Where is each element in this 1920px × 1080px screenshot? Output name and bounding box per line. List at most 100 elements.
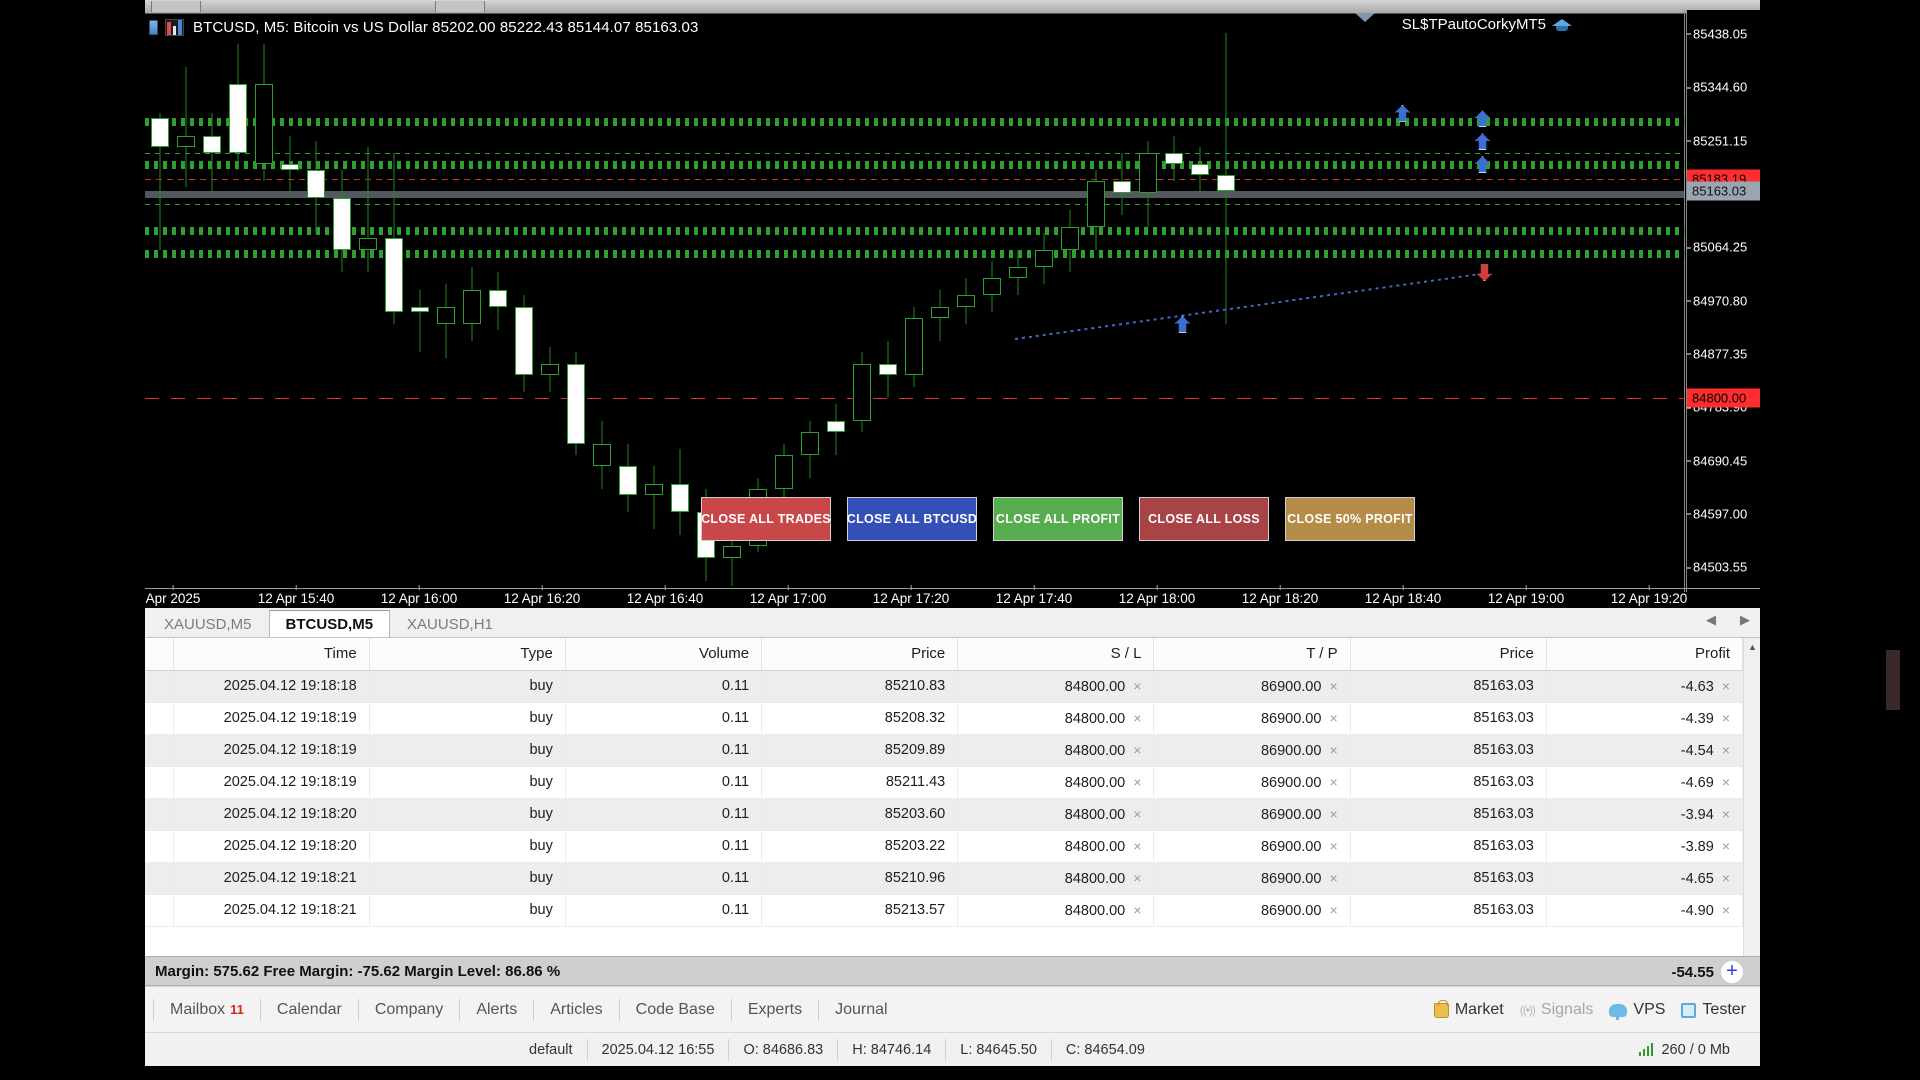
cell-price: 85203.22 bbox=[761, 830, 959, 863]
close-position-icon[interactable]: × bbox=[1133, 805, 1142, 822]
toolbar-tab-experts[interactable]: Experts bbox=[730, 998, 818, 1021]
close-all-loss-button[interactable]: CLOSE ALL LOSS bbox=[1139, 497, 1269, 541]
close-position-icon[interactable]: × bbox=[1133, 773, 1142, 790]
close-position-icon[interactable]: × bbox=[1133, 869, 1142, 886]
cell-price: 85209.89 bbox=[761, 734, 959, 767]
time-axis[interactable]: Apr 2025 12 Apr 15:40 12 Apr 16:00 12 Apr 1… bbox=[145, 585, 1760, 608]
close-position-icon[interactable]: × bbox=[1721, 709, 1730, 726]
button-label: CLOSE ALL TRADES bbox=[701, 512, 831, 526]
profile-name[interactable]: default bbox=[529, 1041, 573, 1058]
buy-marker-icon[interactable] bbox=[1475, 133, 1490, 151]
cell-current-price: 85163.03 bbox=[1350, 830, 1547, 863]
close-all-profit-button[interactable]: CLOSE ALL PROFIT bbox=[993, 497, 1123, 541]
table-row[interactable]: 2025.04.12 19:18:21 buy 0.11 85210.96 84800.… bbox=[145, 862, 1744, 895]
close-position-icon[interactable]: × bbox=[1329, 773, 1338, 790]
cell-volume: 0.11 bbox=[565, 830, 763, 863]
close-position-icon[interactable]: × bbox=[1721, 869, 1730, 886]
close-all-trades-button[interactable]: CLOSE ALL TRADES bbox=[701, 497, 831, 541]
toolbar-tab-mailbox[interactable]: Mailbox 11 bbox=[153, 998, 260, 1021]
table-row[interactable]: 2025.04.12 19:18:19 buy 0.11 85208.32 84800.… bbox=[145, 702, 1744, 735]
close-position-icon[interactable]: × bbox=[1721, 741, 1730, 758]
close-all-btcusd-button[interactable]: CLOSE ALL BTCUSD bbox=[847, 497, 977, 541]
close-position-icon[interactable]: × bbox=[1329, 869, 1338, 886]
toolbar-tab-articles[interactable]: Articles bbox=[533, 998, 618, 1021]
add-column-button[interactable]: + bbox=[1721, 961, 1743, 983]
bottom-toolbar-right[interactable]: Market ((•)) Signals VPS Tester bbox=[1433, 987, 1746, 1033]
chart-tab-xauusd-h1[interactable]: XAUUSD,H1 bbox=[390, 610, 510, 637]
close-position-icon[interactable]: × bbox=[1133, 741, 1142, 758]
toolbar-tab-alerts[interactable]: Alerts bbox=[459, 998, 533, 1021]
toolbar-tab-calendar[interactable]: Calendar bbox=[259, 998, 358, 1021]
cell-price-value: 85208.32 bbox=[884, 710, 946, 726]
table-row[interactable]: 2025.04.12 19:18:20 buy 0.11 85203.60 84800.… bbox=[145, 798, 1744, 831]
close-buttons-panel[interactable]: CLOSE ALL TRADES CLOSE ALL BTCUSD CLOSE AL… bbox=[701, 497, 1415, 541]
close-position-icon[interactable]: × bbox=[1133, 901, 1142, 918]
close-position-icon[interactable]: × bbox=[1133, 677, 1142, 694]
close-position-icon[interactable]: × bbox=[1721, 837, 1730, 854]
column-header-profit[interactable]: Profit bbox=[1546, 638, 1744, 671]
cell-price: 85213.57 bbox=[761, 894, 959, 927]
toolbar-market-button[interactable]: Market bbox=[1433, 999, 1504, 1019]
chart-canvas[interactable] bbox=[145, 10, 1685, 592]
column-header-time[interactable]: Time bbox=[173, 638, 370, 671]
toolbar-signals-button[interactable]: ((•)) Signals bbox=[1520, 1001, 1594, 1019]
close-position-icon[interactable]: × bbox=[1133, 837, 1142, 854]
toolbar-vps-button[interactable]: VPS bbox=[1609, 1001, 1665, 1020]
close-position-icon[interactable]: × bbox=[1721, 805, 1730, 822]
table-row[interactable]: 2025.04.12 19:18:19 buy 0.11 85209.89 84800.… bbox=[145, 734, 1744, 767]
column-header-price[interactable]: Price bbox=[761, 638, 959, 671]
terminal-panel[interactable]: XAUUSD,M5 BTCUSD,M5 XAUUSD,H1 ◀ ▶ Time Type… bbox=[145, 608, 1760, 1080]
cell-time: 2025.04.12 19:18:20 bbox=[173, 830, 370, 863]
chevron-down-icon[interactable] bbox=[1355, 13, 1375, 22]
candlestick bbox=[177, 10, 195, 592]
close-position-icon[interactable]: × bbox=[1329, 677, 1338, 694]
chart-plot-area[interactable] bbox=[145, 10, 1685, 592]
scroll-up-button[interactable]: ▲ bbox=[1748, 641, 1757, 652]
close-position-icon[interactable]: × bbox=[1721, 901, 1730, 918]
close-position-icon[interactable]: × bbox=[1133, 709, 1142, 726]
close-position-icon[interactable]: × bbox=[1329, 709, 1338, 726]
toolbar-tab-company[interactable]: Company bbox=[357, 998, 459, 1021]
chart-tab-xauusd-m5[interactable]: XAUUSD,M5 bbox=[147, 610, 269, 637]
toolbar-tester-button[interactable]: Tester bbox=[1681, 1001, 1746, 1019]
table-row[interactable]: 2025.04.12 19:18:20 buy 0.11 85203.22 84800.… bbox=[145, 830, 1744, 863]
close-position-icon[interactable]: × bbox=[1329, 741, 1338, 758]
column-header-type[interactable]: Type bbox=[369, 638, 566, 671]
chart-window-titlebar[interactable] bbox=[145, 0, 1760, 14]
chart-tab-btcusd-m5[interactable]: BTCUSD,M5 bbox=[268, 610, 391, 637]
toolbar-tab-journal[interactable]: Journal bbox=[818, 998, 903, 1021]
chart-panel[interactable]: BTCUSD, M5: Bitcoin vs US Dollar 85202.0… bbox=[145, 0, 1760, 608]
tab-next-button[interactable]: ▶ bbox=[1740, 612, 1750, 627]
close-50-profit-button[interactable]: CLOSE 50% PROFIT bbox=[1285, 497, 1415, 541]
cell-time-value: 2025.04.12 19:18:21 bbox=[223, 870, 357, 886]
column-header-s-l[interactable]: S / L bbox=[957, 638, 1155, 671]
cell-stop-loss: 84800.00 × bbox=[957, 670, 1155, 703]
button-label: CLOSE 50% PROFIT bbox=[1287, 512, 1413, 526]
cell-volume: 0.11 bbox=[565, 670, 763, 703]
tab-nav[interactable]: ◀ ▶ bbox=[1700, 612, 1756, 628]
positions-table-body[interactable]: 2025.04.12 19:18:18 buy 0.11 85210.83 84800.… bbox=[145, 670, 1744, 927]
cell-stop-loss-value: 84800.00 bbox=[1064, 838, 1126, 855]
chart-tabs-strip[interactable]: XAUUSD,M5 BTCUSD,M5 XAUUSD,H1 ◀ ▶ bbox=[145, 608, 1760, 638]
column-header-t-p[interactable]: T / P bbox=[1153, 638, 1351, 671]
table-row[interactable]: 2025.04.12 19:18:21 buy 0.11 85213.57 84800.… bbox=[145, 894, 1744, 927]
tab-prev-button[interactable]: ◀ bbox=[1706, 612, 1716, 627]
column-header-price[interactable]: Price bbox=[1350, 638, 1547, 671]
table-row[interactable]: 2025.04.12 19:18:19 buy 0.11 85211.43 84800.… bbox=[145, 766, 1744, 799]
bottom-toolbar[interactable]: Mailbox 11 Calendar Company Alerts Articles Co… bbox=[145, 986, 1760, 1032]
price-axis[interactable]: 85438.05 85344.60 85251.15 85064.25 84970.80… bbox=[1686, 10, 1760, 592]
cell-take-profit-value: 86900.00 bbox=[1260, 806, 1322, 823]
table-scrollbar[interactable]: ▲ bbox=[1743, 638, 1760, 956]
close-position-icon[interactable]: × bbox=[1721, 773, 1730, 790]
close-position-icon[interactable]: × bbox=[1329, 901, 1338, 918]
toolbar-tab-code-base[interactable]: Code Base bbox=[618, 998, 731, 1021]
close-position-icon[interactable]: × bbox=[1329, 805, 1338, 822]
cell-price: 85210.96 bbox=[761, 862, 959, 895]
close-position-icon[interactable]: × bbox=[1721, 677, 1730, 694]
cell-take-profit-value: 86900.00 bbox=[1260, 870, 1322, 887]
table-row[interactable]: 2025.04.12 19:18:18 buy 0.11 85210.83 84800.… bbox=[145, 670, 1744, 703]
column-header-volume[interactable]: Volume bbox=[565, 638, 763, 671]
close-position-icon[interactable]: × bbox=[1329, 837, 1338, 854]
